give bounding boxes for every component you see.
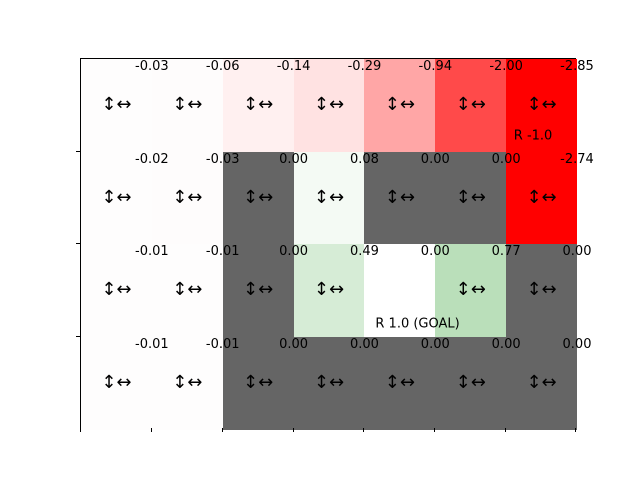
state-value-label: 0.00	[562, 336, 592, 352]
policy-arrows-icon: ↕↔	[455, 371, 486, 393]
grid-cell	[364, 59, 436, 152]
grid-cell	[151, 244, 224, 337]
grid-cell	[293, 336, 365, 430]
policy-arrows-icon: ↕↔	[313, 94, 345, 116]
state-value-label: 0.49	[349, 244, 379, 259]
x-axis-tick	[575, 428, 576, 432]
grid-cell	[506, 336, 578, 430]
grid-cell	[364, 244, 436, 337]
y-axis-tick	[76, 335, 80, 337]
state-value-label: -0.03	[205, 151, 240, 167]
policy-arrows-icon: ↕↔	[101, 279, 132, 301]
state-value-label: -0.01	[205, 244, 240, 259]
policy-arrows-icon: ↕↔	[455, 94, 486, 116]
x-axis-tick	[221, 428, 223, 432]
policy-arrows-icon: ↕↔	[101, 94, 132, 116]
y-axis-tick	[76, 150, 80, 152]
grid-cell	[435, 151, 507, 245]
state-value-label: -0.02	[135, 151, 169, 167]
grid-cell	[222, 59, 295, 152]
grid-cell	[222, 336, 295, 430]
grid-cell	[435, 244, 507, 337]
policy-arrows-icon: ↕↔	[313, 279, 345, 301]
y-axis-tick	[76, 243, 80, 244]
grid-cell	[81, 151, 153, 245]
reward-label: R 1.0 (GOAL)	[375, 316, 460, 332]
grid-cell	[435, 336, 507, 430]
grid-cell	[293, 151, 365, 245]
x-axis-tick	[434, 428, 436, 432]
grid-cell	[222, 151, 295, 245]
state-value-label: -0.06	[205, 59, 240, 74]
state-value-label: -0.14	[276, 59, 311, 74]
state-value-label: -2.00	[489, 59, 523, 74]
policy-arrows-icon: ↕↔	[313, 186, 345, 208]
state-value-label: 0.00	[420, 244, 450, 259]
grid-cell	[364, 336, 436, 430]
grid-cell	[506, 244, 578, 337]
state-value-label: 0.00	[491, 336, 521, 352]
grid-cell	[151, 151, 224, 245]
state-value-label: -2.74	[560, 151, 594, 167]
grid-cell	[506, 59, 578, 152]
policy-arrows-icon: ↕↔	[172, 279, 203, 301]
policy-arrows-icon: ↕↔	[384, 186, 415, 208]
grid-cell	[435, 59, 507, 152]
grid-cell	[506, 151, 578, 245]
policy-arrows-icon: ↕↔	[101, 186, 132, 208]
gridworld-plot: ↕↔ ↕↔ ↕↔ ↕↔ ↕↔ ↕↔ ↕↔ ↕↔ ↕↔ ↕↔ ↕↔ ↕↔ ↕↔ ↕↔ ↕↔ ↕↔ ↕↔ ↕↔ ↕↔ ↕↔…	[80, 58, 594, 430]
state-value-label: 0.00	[349, 336, 379, 352]
state-value-label: 0.00	[562, 244, 592, 259]
state-value-label: 0.00	[279, 336, 309, 352]
state-value-label: 0.00	[279, 151, 309, 167]
grid-cell	[222, 244, 295, 337]
x-axis-tick	[80, 428, 81, 432]
x-axis-tick	[505, 428, 507, 432]
policy-arrows-icon: ↕↔	[172, 94, 203, 116]
policy-arrows-icon: ↕↔	[455, 186, 486, 208]
policy-arrows-icon: ↕↔	[455, 279, 486, 301]
state-value-label: -0.01	[135, 244, 169, 259]
policy-arrows-icon: ↕↔	[384, 371, 415, 393]
policy-arrows-icon: ↕↔	[243, 371, 274, 393]
state-value-label: 0.77	[491, 244, 521, 259]
grid-cell	[293, 59, 365, 152]
state-value-label: -0.01	[205, 336, 240, 352]
policy-arrows-icon: ↕↔	[243, 279, 274, 301]
x-axis-tick	[150, 428, 152, 432]
grid-cell	[364, 151, 436, 245]
state-value-label: 0.08	[349, 151, 379, 167]
state-value-label: -0.94	[418, 59, 453, 74]
x-axis-tick	[292, 428, 294, 432]
state-value-label: 0.00	[420, 336, 450, 352]
policy-arrows-icon: ↕↔	[243, 94, 274, 116]
policy-arrows-icon: ↕↔	[526, 94, 557, 116]
state-value-label: 0.00	[491, 151, 521, 167]
policy-arrows-icon: ↕↔	[526, 186, 557, 208]
state-value-label: -2.85	[560, 59, 594, 74]
policy-arrows-icon: ↕↔	[526, 371, 557, 393]
state-value-label: 0.00	[279, 244, 309, 259]
policy-arrows-icon: ↕↔	[384, 94, 415, 116]
grid-cell	[81, 244, 153, 337]
policy-arrows-icon: ↕↔	[172, 371, 203, 393]
policy-arrows-icon: ↕↔	[313, 371, 345, 393]
grid-cell	[151, 336, 224, 430]
reward-label: R -1.0	[513, 128, 553, 144]
grid-cell	[81, 336, 153, 430]
state-value-label: -0.01	[135, 336, 169, 352]
policy-arrows-icon: ↕↔	[101, 371, 132, 393]
state-value-label: -0.03	[135, 59, 169, 74]
state-value-label: -0.29	[347, 59, 382, 74]
grid-cell	[293, 244, 365, 337]
state-value-label: 0.00	[420, 151, 450, 167]
x-axis-tick	[363, 428, 365, 432]
grid-cell	[151, 59, 224, 152]
grid-cell	[81, 59, 153, 152]
policy-arrows-icon: ↕↔	[526, 279, 557, 301]
policy-arrows-icon: ↕↔	[243, 186, 274, 208]
policy-arrows-icon: ↕↔	[172, 186, 203, 208]
